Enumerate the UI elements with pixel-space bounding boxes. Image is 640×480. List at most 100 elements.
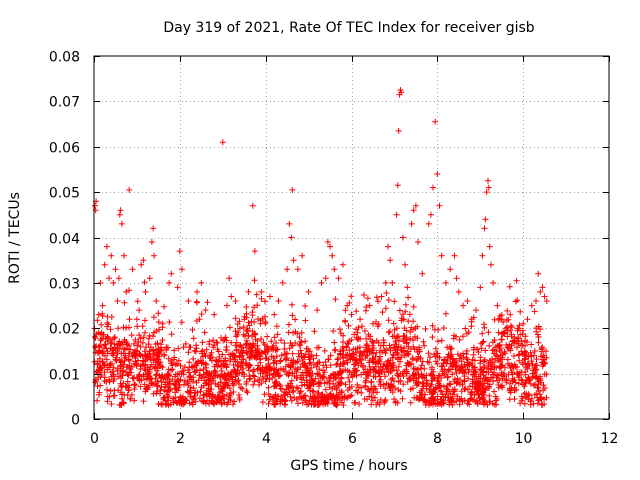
roti-point (277, 357, 284, 364)
roti-point (353, 308, 360, 315)
roti-point (446, 343, 453, 350)
roti-point (297, 364, 304, 371)
roti-point (152, 341, 159, 348)
roti-point (212, 372, 219, 379)
roti-point (513, 277, 520, 284)
roti-point (188, 363, 195, 370)
roti-point (325, 356, 332, 363)
roti-point (427, 383, 434, 390)
roti-point (287, 393, 294, 400)
roti-point (479, 330, 486, 337)
roti-point (225, 370, 231, 377)
roti-point (91, 202, 98, 209)
roti-point (436, 382, 443, 389)
roti-point (116, 211, 123, 218)
roti-point (522, 342, 528, 349)
roti-point (198, 397, 205, 404)
roti-point (460, 333, 466, 340)
roti-point (531, 308, 538, 315)
roti-point (389, 389, 396, 396)
roti-point (385, 297, 392, 303)
roti-point (293, 396, 300, 403)
roti-point (537, 326, 544, 333)
roti-point (448, 397, 455, 404)
roti-point (507, 389, 514, 396)
roti-point (199, 347, 206, 354)
roti-point (170, 399, 177, 406)
roti-point (185, 349, 192, 356)
roti-point (296, 341, 303, 348)
roti-point (100, 358, 106, 365)
roti-point (132, 336, 139, 343)
roti-point (190, 355, 197, 362)
roti-point (338, 389, 345, 396)
roti-point (387, 357, 394, 364)
roti-point (231, 398, 238, 405)
roti-point (255, 316, 261, 322)
roti-point (508, 362, 515, 369)
roti-point (137, 352, 144, 359)
roti-point (364, 396, 370, 403)
roti-point (308, 364, 315, 371)
roti-point (137, 383, 144, 390)
roti-point (458, 388, 465, 395)
roti-point (358, 350, 364, 357)
roti-point (114, 342, 120, 348)
roti-point (198, 384, 205, 391)
roti-point (520, 381, 526, 388)
roti-point (485, 184, 492, 191)
roti-point (129, 375, 136, 382)
roti-point (202, 361, 209, 368)
roti-point (525, 374, 532, 381)
roti-point (111, 334, 118, 341)
roti-point (506, 396, 513, 403)
roti-point (274, 369, 281, 376)
roti-point (464, 362, 471, 369)
roti-point (151, 252, 158, 259)
roti-point (314, 307, 321, 314)
roti-point (415, 381, 422, 387)
roti-point (475, 349, 482, 356)
roti-point (451, 252, 458, 259)
roti-point (209, 354, 216, 361)
roti-point (480, 364, 487, 370)
roti-point (331, 347, 338, 354)
roti-point (203, 369, 209, 376)
roti-point (348, 311, 355, 318)
roti-point (249, 368, 256, 375)
roti-point (357, 316, 364, 323)
roti-point (457, 352, 464, 359)
roti-point (462, 325, 469, 332)
roti-point (246, 362, 253, 369)
roti-point (354, 329, 361, 336)
roti-point (353, 387, 360, 394)
roti-point (194, 288, 200, 295)
roti-point (281, 346, 288, 352)
roti-point (509, 371, 516, 378)
roti-point (428, 371, 435, 378)
roti-point (227, 373, 234, 380)
roti-point (534, 375, 541, 382)
roti-point (255, 377, 261, 383)
roti-point (445, 366, 452, 373)
roti-point (369, 338, 376, 345)
roti-point (193, 379, 200, 386)
roti-point (485, 329, 492, 336)
roti-point (177, 362, 184, 369)
roti-point (257, 317, 264, 324)
roti-point (264, 343, 271, 350)
roti-point (508, 385, 515, 392)
roti-point (356, 401, 363, 407)
roti-point (414, 335, 421, 342)
roti-point (140, 398, 147, 405)
roti-point (383, 290, 390, 296)
roti-point (104, 386, 110, 393)
roti-point (358, 389, 365, 396)
roti-point (294, 385, 301, 392)
roti-point (252, 331, 259, 338)
roti-point (295, 400, 301, 407)
roti-point (95, 311, 102, 318)
roti-point (281, 340, 288, 347)
roti-point (537, 288, 544, 295)
roti-point (110, 364, 117, 371)
